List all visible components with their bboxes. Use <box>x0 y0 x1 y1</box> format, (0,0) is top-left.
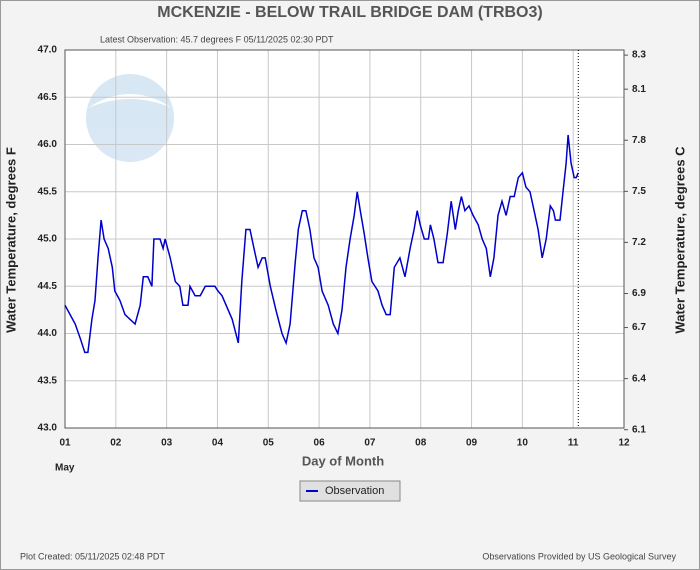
y-tick-label: 43.5 <box>38 375 58 386</box>
plot-frame <box>64 49 625 429</box>
y-tick-label: 44.5 <box>38 281 58 292</box>
y-tick-label: 46.5 <box>38 92 58 103</box>
y2-tick-label: 6.9 <box>632 288 646 299</box>
y2-tick-label: 7.5 <box>632 186 646 197</box>
y-tick-label: 44.0 <box>38 328 58 339</box>
legend-label: Observation <box>325 485 384 497</box>
x-tick-label: 02 <box>110 438 122 449</box>
x-tick-label: 09 <box>466 438 478 449</box>
legend-box <box>299 480 401 502</box>
y2-tick-label: 6.4 <box>632 373 646 384</box>
x-tick-label: 01 <box>59 438 71 449</box>
y2-tick-label: 8.3 <box>632 50 646 61</box>
logo <box>86 74 174 162</box>
y2-tick-label: 8.1 <box>632 84 646 95</box>
x-tick-label: 03 <box>161 438 173 449</box>
y-tick-label: 47.0 <box>38 45 58 56</box>
y2-tick-label: 6.7 <box>632 322 646 333</box>
y-tick-label: 43.0 <box>38 423 58 434</box>
month-label: May <box>55 463 75 474</box>
x-tick-label: 06 <box>314 438 326 449</box>
subtitle: Latest Observation: 45.7 degrees F 05/11… <box>100 34 334 44</box>
x-tick-label: 10 <box>517 438 529 449</box>
y2-tick-label: 7.2 <box>632 237 646 248</box>
x-tick-label: 04 <box>212 438 224 449</box>
y2-tick-label: 7.8 <box>632 135 646 146</box>
x-tick-label: 11 <box>568 438 579 449</box>
y-tick-label: 45.5 <box>38 186 58 197</box>
y-tick-label: 45.0 <box>38 234 58 245</box>
y-tick-label: 46.0 <box>38 139 58 150</box>
y2-axis-label: Water Temperature, degrees C <box>672 146 687 334</box>
footer-left: Plot Created: 05/11/2025 02:48 PDT <box>20 551 165 561</box>
x-tick-label: 12 <box>618 438 630 449</box>
x-tick-label: 07 <box>364 438 376 449</box>
y2-tick-label: 6.1 <box>632 424 646 435</box>
x-tick-label: 05 <box>263 438 275 449</box>
footer-right: Observations Provided by US Geological S… <box>482 551 676 561</box>
series-line <box>64 134 579 354</box>
chart-title: MCKENZIE - BELOW TRAIL BRIDGE DAM (TRBO3… <box>157 4 542 21</box>
x-tick-label: 08 <box>415 438 427 449</box>
x-axis-label: Day of Month <box>302 453 384 468</box>
y-axis-label: Water Temperature, degrees F <box>3 147 18 333</box>
